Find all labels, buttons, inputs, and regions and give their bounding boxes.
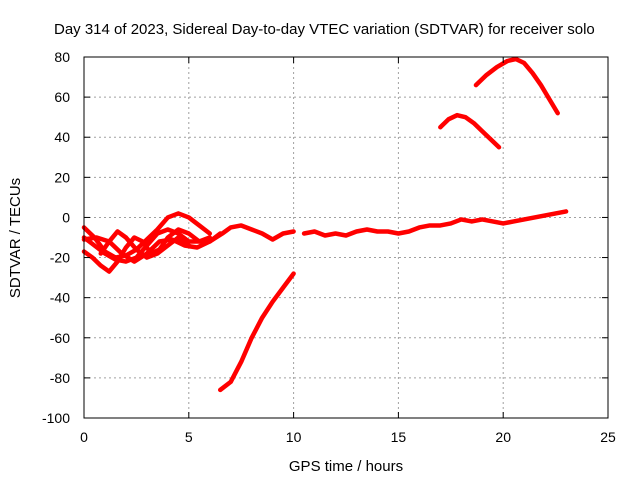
x-axis-label: GPS time / hours: [289, 458, 403, 475]
y-tick-label: 0: [62, 209, 70, 225]
y-tick-label: 60: [54, 89, 70, 105]
axis-ticks: 0 5 10 15 20 25 -100 -80 -60 -40 -20 0 20 40 60 80: [42, 49, 616, 445]
x-tick-label: 20: [495, 429, 511, 445]
y-tick-label: -40: [50, 290, 70, 306]
series-line-s8: [438, 112, 502, 150]
x-tick-label: 0: [80, 429, 88, 445]
x-tick-label: 10: [286, 429, 302, 445]
x-tick-label: 15: [391, 429, 407, 445]
series-line-s6: [217, 271, 296, 393]
series-line-s5: [81, 223, 296, 264]
y-tick-label: 40: [54, 129, 70, 145]
chart-title: Day 314 of 2023, Sidereal Day-to-day VTE…: [54, 21, 595, 38]
series-line-s7: [301, 209, 569, 238]
plot-frame: [83, 56, 609, 419]
x-tick-label: 5: [185, 429, 193, 445]
y-tick-label: -100: [42, 410, 70, 426]
y-tick-label: -20: [50, 250, 70, 266]
series-group: [81, 56, 569, 393]
y-axis-label: SDTVAR / TECUs: [7, 178, 24, 298]
y-tick-label: 20: [54, 169, 70, 185]
x-tick-label: 25: [600, 429, 616, 445]
grid: [84, 57, 608, 418]
series-line-s9: [473, 56, 560, 116]
y-tick-label: -60: [50, 330, 70, 346]
series-line-s3: [81, 227, 213, 264]
y-tick-label: 80: [54, 49, 70, 65]
y-tick-label: -80: [50, 370, 70, 386]
